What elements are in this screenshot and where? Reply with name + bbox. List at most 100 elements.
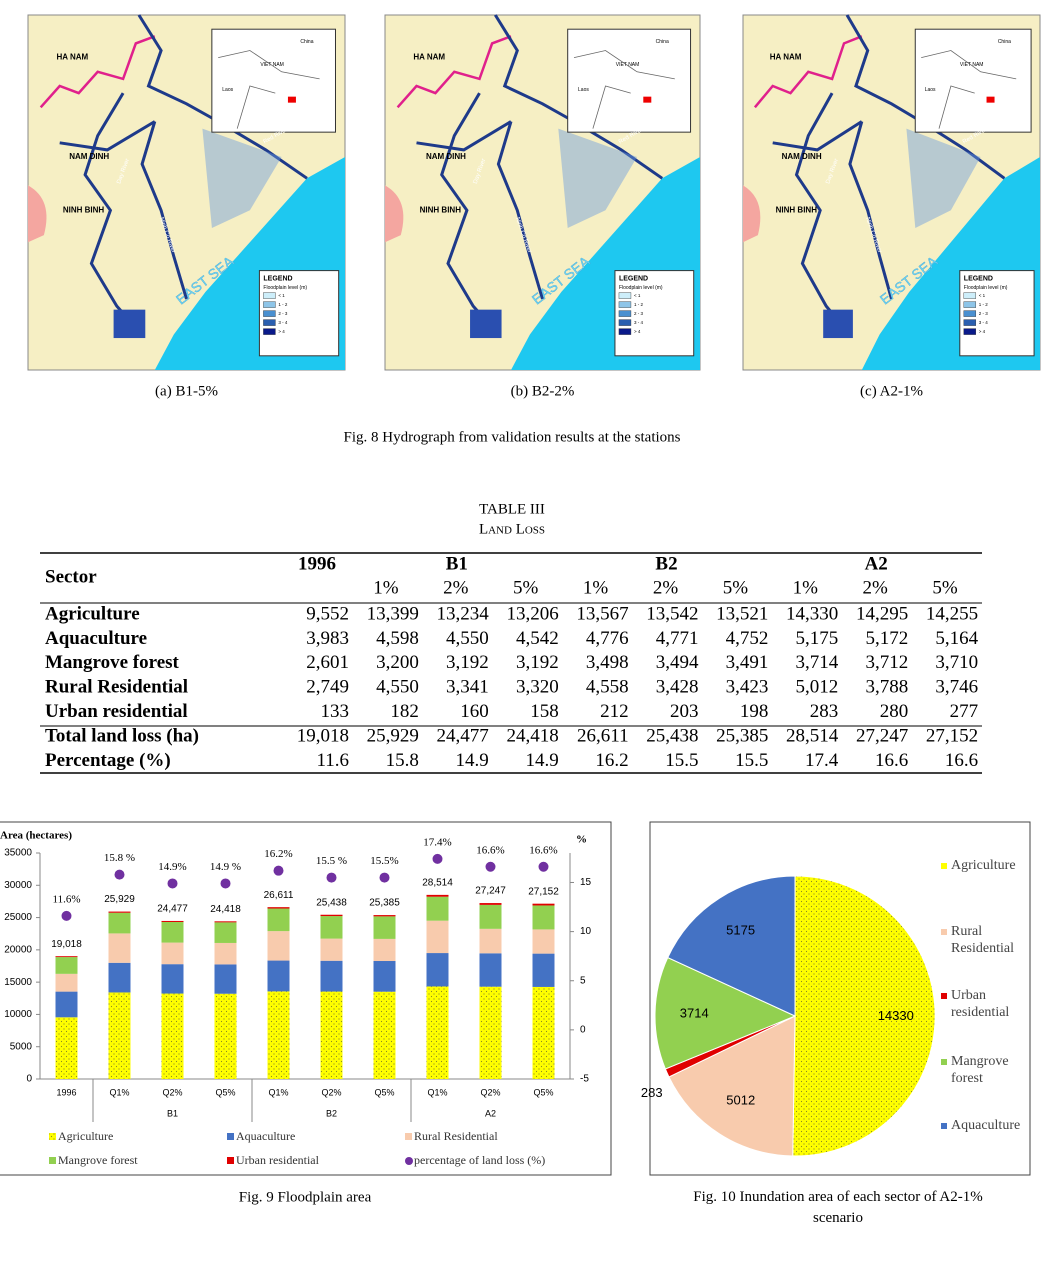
y-tick-label: 25000 — [4, 912, 32, 923]
bar-segment — [108, 992, 131, 1079]
table-cell: 25,929 — [367, 725, 419, 746]
table-cell: 3,746 — [935, 677, 978, 698]
map-legend-title: LEGEND — [964, 275, 993, 282]
bar-segment — [320, 916, 343, 939]
x-tick-label: Q2% — [162, 1087, 182, 1097]
legend-marker — [49, 1133, 56, 1140]
table-row-label: Percentage (%) — [45, 750, 171, 771]
bar-segment — [426, 896, 449, 921]
table-cell: 13,521 — [716, 603, 768, 624]
inset-label: VIET NAM — [960, 62, 984, 68]
table-cell: 3,200 — [376, 652, 419, 673]
map-flood-zone — [202, 128, 282, 228]
province-label: NAM DINH — [426, 152, 466, 161]
table-cell: 283 — [810, 701, 839, 722]
table-cell: 14,255 — [926, 603, 978, 624]
bar-segment — [373, 915, 396, 917]
table-subheader: 5% — [723, 577, 749, 598]
table-cell: 4,550 — [376, 677, 419, 698]
map-river — [496, 121, 544, 300]
legend-marker — [405, 1133, 412, 1140]
map-legend-subtitle: Floodplain level (m) — [619, 285, 663, 291]
map-legend-swatch — [263, 319, 276, 326]
bar-segment — [479, 904, 502, 929]
table-subheader: 5% — [932, 577, 958, 598]
x-tick-label: Q2% — [480, 1087, 500, 1097]
legend-marker — [941, 929, 947, 935]
y-tick-label: 0 — [26, 1074, 32, 1085]
bar-segment — [55, 1017, 78, 1079]
map-legend-swatch — [963, 319, 977, 326]
pie-slice — [667, 875, 796, 1017]
table-cell: 3,983 — [306, 628, 349, 649]
total-label: 25,385 — [369, 898, 400, 909]
percentage-point — [379, 872, 390, 883]
table-subheader: 1% — [583, 577, 609, 598]
table-cell: 13,567 — [576, 603, 628, 624]
legend-label: Agriculture — [951, 858, 1016, 873]
map-legend-item: 3 - 4 — [634, 320, 644, 325]
map-river — [848, 121, 893, 300]
table-cell: 14,295 — [856, 603, 908, 624]
province-label: NINH BINH — [63, 205, 105, 214]
table-subheader: 5% — [513, 577, 539, 598]
bar-segment — [267, 908, 290, 932]
table-cell: 4,771 — [656, 628, 699, 649]
map-inset-site — [287, 96, 296, 103]
province-label: NINH BINH — [776, 205, 818, 214]
x-tick-label: Q5% — [215, 1087, 235, 1097]
legend-label: Mangrove forest — [951, 1054, 1009, 1086]
table-cell: 160 — [460, 701, 489, 722]
table-group-header: A2 — [865, 553, 888, 574]
table-cell: 182 — [390, 701, 419, 722]
percentage-label: 11.6% — [52, 893, 80, 905]
table-cell: 16.2 — [595, 750, 628, 771]
percentage-label: 15.8 % — [104, 852, 135, 864]
province-label: HA NAM — [413, 53, 445, 62]
figure-caption: Fig. 10 Inundation area of each sector o… — [693, 1189, 983, 1226]
bar-segment — [214, 921, 237, 923]
table-cell: 3,491 — [726, 652, 769, 673]
group-label: B1 — [167, 1108, 178, 1118]
legend-label: Rural Residential — [414, 1129, 498, 1143]
table-cell: 9,552 — [306, 603, 349, 624]
table-cell: 198 — [740, 701, 769, 722]
table-cell: 27,152 — [926, 725, 978, 746]
y-tick-label: 35000 — [4, 848, 32, 859]
bar-segment — [532, 903, 555, 906]
bar-segment — [479, 903, 502, 905]
bar-segment — [426, 894, 449, 897]
inset-label: VIET NAM — [616, 62, 640, 68]
province-label: NAM DINH — [782, 152, 822, 161]
inset-label: VIET NAM — [260, 62, 284, 68]
table: Sector 1996 B1 1% 2% 5% B2 1% 2% 5% A2 1% 2% 5% Agricu… — [40, 552, 982, 774]
legend-marker — [227, 1157, 234, 1164]
map-river — [137, 14, 308, 180]
pie-chart: 14330 5012 283 3714 5175 Agriculture Rural Resi… — [641, 858, 1020, 1226]
percentage-label: 15.5% — [370, 855, 398, 867]
figure-caption: Fig. 9 Floodplain area — [239, 1189, 372, 1205]
pie-value-label: 5175 — [726, 923, 755, 938]
map-river — [59, 120, 156, 152]
total-label: 26,611 — [264, 890, 294, 901]
map-legend-item: < 1 — [979, 293, 986, 298]
table-cell: 3,423 — [726, 677, 769, 698]
total-label: 25,438 — [316, 897, 347, 908]
table-cell: 158 — [530, 701, 559, 722]
bar-segment — [320, 960, 343, 992]
legend-label: Rural Residential — [951, 924, 1014, 956]
map-salt-area — [385, 185, 404, 243]
percentage-point — [167, 878, 178, 889]
table-row-label: Urban residential — [45, 701, 188, 722]
inset-label: China — [998, 39, 1011, 45]
legend-marker — [405, 1157, 413, 1165]
map-river — [845, 14, 1006, 180]
table-cell: 3,788 — [865, 677, 908, 698]
percentage-label: 16.6% — [529, 844, 557, 856]
table-cell: 5,172 — [865, 628, 908, 649]
table-cell: 13,542 — [646, 603, 698, 624]
bar-segment — [161, 964, 184, 994]
table-cell: 24,418 — [506, 725, 558, 746]
table-cell: 16.6 — [945, 750, 978, 771]
